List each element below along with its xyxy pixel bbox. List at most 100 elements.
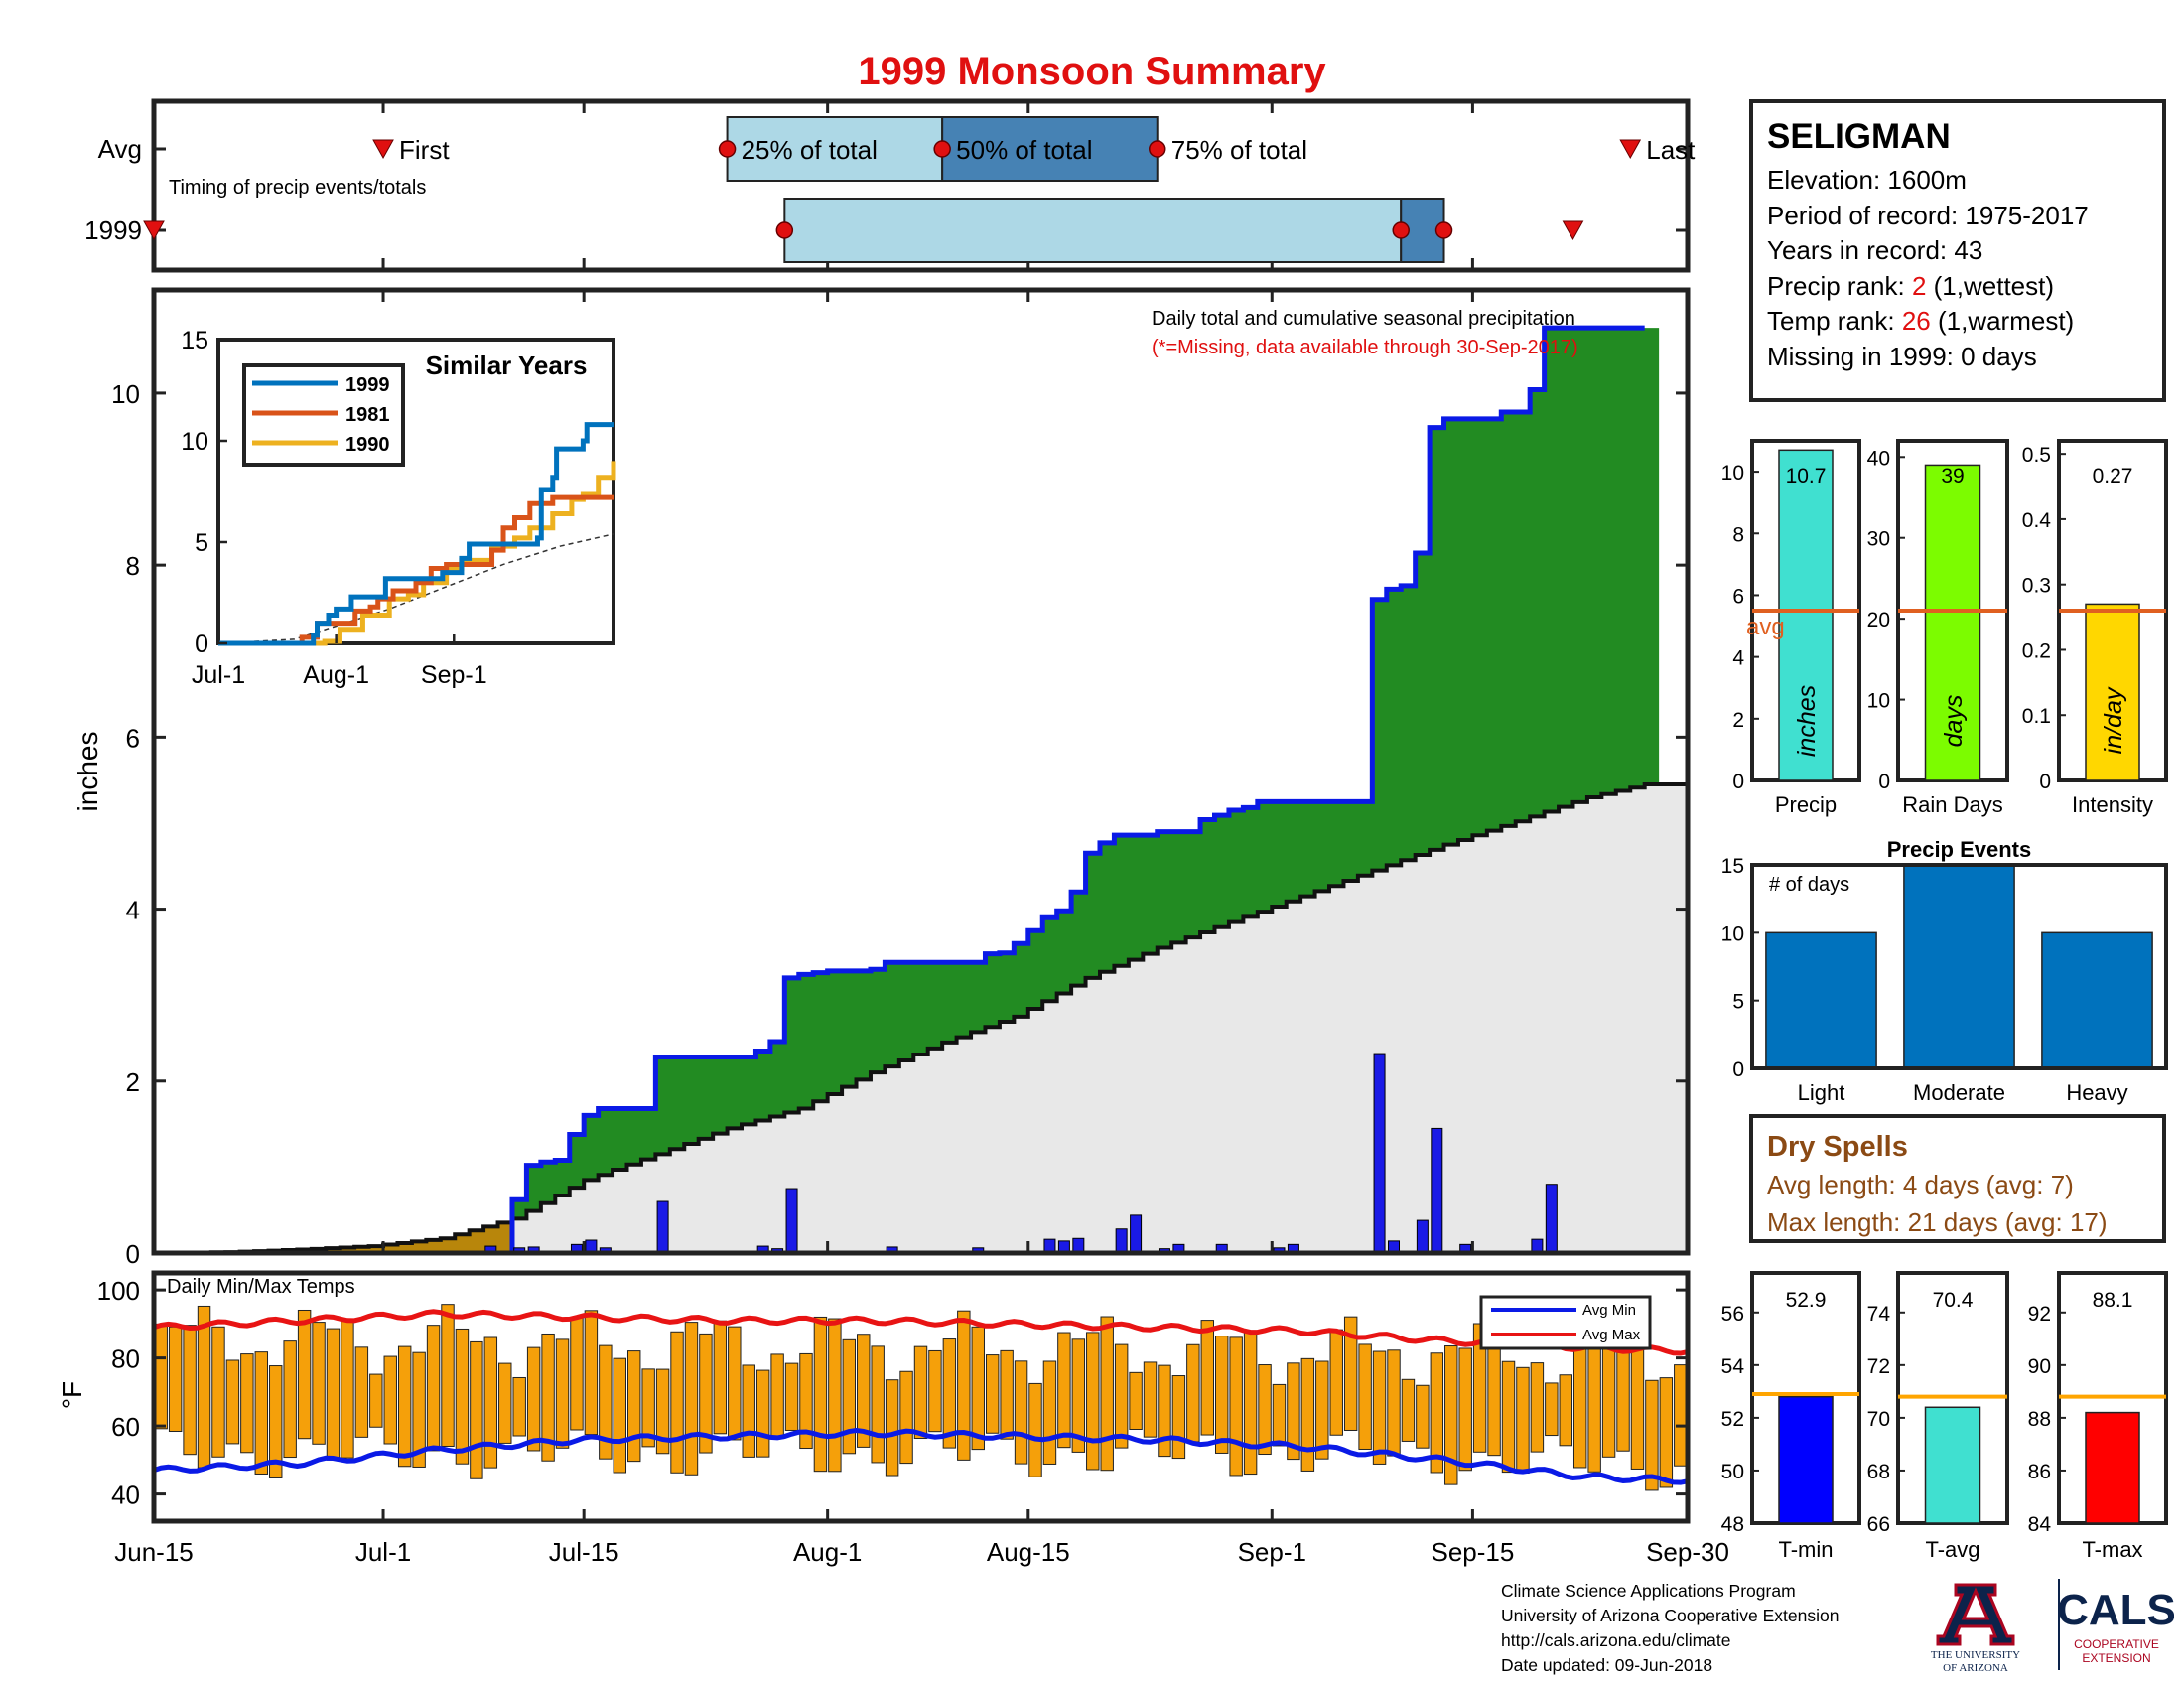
daily-temp-bar <box>899 1370 913 1465</box>
daily-temp-bar <box>842 1338 857 1455</box>
cals-logo-line1: COOPERATIVE <box>2074 1637 2159 1651</box>
avg-min-line <box>153 1428 1689 1485</box>
daily-temp-bar <box>1114 1343 1129 1449</box>
daily-temp-bar <box>1287 1362 1300 1461</box>
raindays_small-y-tick-label: 40 <box>1867 447 1890 470</box>
footer-line-3[interactable]: http://cals.arizona.edu/climate <box>1501 1630 1731 1650</box>
avg-last-label: Last <box>1646 135 1696 165</box>
y-tick-label: 8 <box>126 551 140 581</box>
inset-x-tick-label: Sep-1 <box>421 661 487 689</box>
daily-temp-bar <box>1530 1362 1545 1453</box>
station-name: SELIGMAN <box>1767 117 1951 156</box>
precip_small-unit-label: inches <box>1793 685 1821 757</box>
dry-spells-title: Dry Spells <box>1767 1131 1908 1163</box>
y-tick-label: 10 <box>111 379 140 409</box>
daily-temp-bar <box>813 1316 828 1473</box>
daily-temp-bar <box>240 1353 254 1454</box>
avg-p50-marker <box>933 140 951 158</box>
daily-temp-bar <box>828 1318 842 1473</box>
daily-temp-bar <box>1171 1375 1186 1460</box>
similar-years-chart: 0 5 10 15 Jul-1 Aug-1 Sep-1 Similar Years 1999 19… <box>181 327 616 689</box>
daily-temp-bar <box>885 1379 899 1477</box>
tmin_small-y-tick-label: 56 <box>1721 1303 1744 1326</box>
daily-temp-bar <box>684 1322 699 1476</box>
daily-temp-bar <box>957 1310 971 1461</box>
date-tick-label: Sep-30 <box>1646 1537 1729 1567</box>
dry-spells-avg: Avg length: 4 days (avg: 7) <box>1767 1170 2074 1199</box>
daily-precip-bar <box>1115 1228 1128 1254</box>
daily-temp-bar <box>770 1353 784 1440</box>
precip-events-chart: Light Moderate Heavy 0 5 10 15 Precip Events # o… <box>1721 837 2168 1105</box>
precip_small-x-label: Precip <box>1775 792 1837 817</box>
daily-temp-bar <box>526 1346 541 1452</box>
temp-rank-note: (1,warmest) <box>1930 306 2075 336</box>
series-line-1999 <box>218 422 614 646</box>
tavg_small-y-tick-label: 70 <box>1867 1408 1890 1431</box>
daily-precip-bar <box>1130 1214 1143 1254</box>
legend-label-avg-min: Avg Min <box>1582 1302 1636 1319</box>
tavg_small-y-tick-label: 66 <box>1867 1513 1890 1536</box>
daily-temp-bar <box>225 1359 240 1445</box>
daily-temp-bar <box>383 1355 397 1445</box>
station-period: Period of record: 1975-2017 <box>1767 200 2089 230</box>
daily-precip-bar <box>1416 1219 1429 1254</box>
event-bar-light <box>1765 931 1877 1069</box>
daily-temp-bar <box>655 1368 670 1455</box>
daily-temp-bar <box>1057 1332 1071 1449</box>
daily-temps-chart: 40 60 80 100 Jun-15 Jul-1 Jul-15 Aug-1 Aug-15 Sep… <box>57 1270 1729 1567</box>
temperature-summary-charts: 48 50 52 54 56 52.9 T-min 66 68 70 72 74 70.4 T-avg 84… <box>1721 1271 2168 1562</box>
daily-temp-bar <box>1014 1360 1028 1465</box>
daily-temp-bar <box>613 1357 626 1474</box>
precip-rank-label: Precip rank: <box>1767 270 1912 301</box>
tmax_small-x-label: T-max <box>2082 1537 2142 1562</box>
daily-temp-bar <box>670 1331 684 1474</box>
event-y-tick-label: 5 <box>1732 991 1744 1014</box>
daily-temp-bar <box>1458 1347 1472 1472</box>
date-tick-label: Jun-15 <box>114 1537 194 1567</box>
precip-events-title: Precip Events <box>1887 837 2032 862</box>
temp-y-tick-label: 60 <box>111 1412 140 1442</box>
avg-p75-label: 75% of total <box>1171 135 1307 165</box>
daily-temp-bar <box>498 1362 512 1444</box>
daily-temp-bar <box>1258 1364 1272 1456</box>
daily-temp-bar <box>369 1373 383 1428</box>
raindays_small-bar <box>1924 464 1981 781</box>
inset-y-tick-label: 0 <box>195 631 208 658</box>
inset-x-tick-label: Aug-1 <box>303 661 369 689</box>
daily-temp-bar <box>871 1345 885 1464</box>
intensity_small-y-tick-label: 0 <box>2039 771 2051 793</box>
precip_small-y-tick-label: 4 <box>1732 647 1744 670</box>
event-bar-moderate <box>1903 864 2015 1069</box>
avg-p75-marker <box>1148 140 1166 158</box>
daily-temp-bar <box>312 1322 326 1445</box>
daily-temp-bar <box>1186 1343 1200 1443</box>
event-category-label: Light <box>1798 1080 1845 1105</box>
tmin_small-y-tick-label: 54 <box>1721 1355 1745 1378</box>
station-years: Years in record: 43 <box>1767 235 1983 265</box>
daily-temp-bar <box>713 1320 728 1435</box>
daily-temp-bar <box>584 1310 599 1436</box>
tmax_small-y-tick-label: 90 <box>2028 1355 2051 1378</box>
y1999-range-25-50 <box>783 198 1403 263</box>
tavg_small-bar <box>1924 1406 1981 1524</box>
daily-temp-bar <box>1143 1361 1158 1438</box>
above-average-fill <box>154 328 1660 1253</box>
cumul-annotation-missing: (*=Missing, data available through 30-Se… <box>1152 337 1578 358</box>
event-category-label: Moderate <box>1913 1080 2005 1105</box>
raindays_small-y-tick-label: 10 <box>1867 690 1890 713</box>
cumul-frame <box>151 287 1691 1256</box>
timing-note: Timing of precip events/totals <box>169 177 426 199</box>
daily-temp-bar <box>283 1340 297 1459</box>
daily-temp-bar <box>512 1376 526 1437</box>
precip-events-annotation: # of days <box>1769 874 1849 896</box>
footer-line-2: University of Arizona Cooperative Extens… <box>1501 1606 1840 1625</box>
daily-temp-bar <box>326 1328 341 1461</box>
tmin_small-value-label: 52.9 <box>1786 1289 1827 1312</box>
daily-temp-bar <box>412 1351 426 1468</box>
daily-temp-bar <box>297 1309 312 1440</box>
timing-row-label: Avg <box>98 134 142 164</box>
daily-temp-bar <box>1601 1343 1616 1458</box>
daily-temp-bar <box>168 1326 183 1432</box>
raindays_small-y-tick-label: 0 <box>1878 771 1890 793</box>
